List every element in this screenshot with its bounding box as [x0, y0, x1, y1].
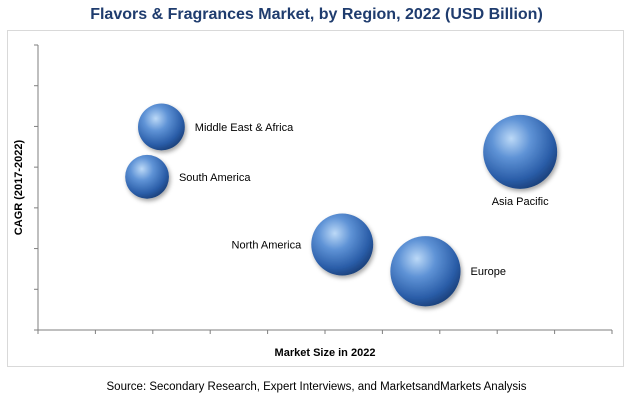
- bubble-north-america: [311, 213, 374, 276]
- bubble-middle-east-africa: [138, 103, 185, 151]
- bubble-label: Europe: [471, 266, 506, 278]
- bubble-south-america: [125, 154, 169, 199]
- bubble-label: Asia Pacific: [492, 196, 549, 208]
- bubble-label: Middle East & Africa: [195, 122, 294, 134]
- chart-frame: [7, 30, 624, 367]
- bubble-label: South America: [179, 172, 251, 184]
- bubble-asia-pacific: [483, 114, 558, 189]
- y-axis-label: CAGR (2017-2022): [13, 139, 25, 235]
- chart-title: Flavors & Fragrances Market, by Region, …: [90, 6, 543, 23]
- x-axis-label: Market Size in 2022: [275, 347, 376, 359]
- bubble-label: North America: [232, 240, 303, 252]
- bubble-europe: [390, 236, 461, 307]
- bubbles: Middle East & Africa South America Asia Pa…: [125, 103, 558, 307]
- source-note: Source: Secondary Research, Expert Inter…: [106, 381, 527, 393]
- axes: [34, 44, 613, 334]
